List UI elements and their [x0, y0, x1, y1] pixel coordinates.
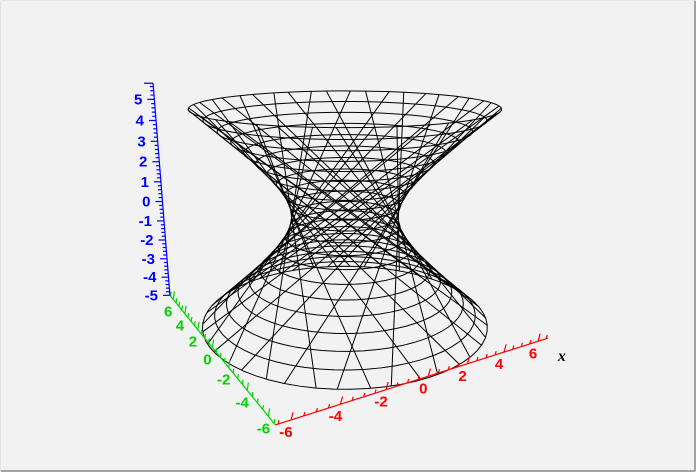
x-tick-label: 6 [529, 345, 537, 362]
x-tick-label: -6 [279, 424, 292, 441]
z-tick-label: -2 [140, 232, 153, 249]
x-axis-name: x [557, 348, 566, 365]
z-axis: 5 4 3 2 1 0 -1 -2 -3-4-5 [134, 82, 171, 304]
x-axis: -6 -4 -2 0 2 4 6 x [275, 333, 566, 441]
y-tick-label: 2 [189, 334, 197, 351]
z-tick-label: 3 [137, 133, 145, 150]
z-tick-label: 5 [134, 91, 142, 108]
y-tick-label: -6 [257, 420, 270, 437]
y-tick-label: 4 [176, 318, 185, 335]
x-tick-label: 4 [495, 356, 504, 373]
x-tick-label: -4 [329, 408, 343, 425]
z-tick-label: 2 [139, 154, 147, 171]
x-tick-label: 0 [419, 380, 427, 397]
x-tick-label: 2 [458, 368, 466, 385]
y-tick-label: -2 [217, 372, 230, 389]
z-tick-label: 0 [142, 194, 150, 211]
x-tick-label: -2 [374, 394, 387, 411]
y-tick-label: 0 [203, 352, 211, 369]
z-tick-label: 4 [136, 113, 145, 130]
z-tick-label: -3 [142, 251, 155, 268]
z-tick-label: 1 [141, 174, 149, 191]
y-tick-label: 6 [164, 303, 172, 320]
y-tick-label: -4 [236, 394, 250, 411]
z-tick-label: -4 [143, 269, 157, 286]
z-tick-label: -1 [139, 213, 152, 230]
surface-mesh [187, 90, 503, 390]
z-tick-label: -5 [145, 287, 158, 304]
